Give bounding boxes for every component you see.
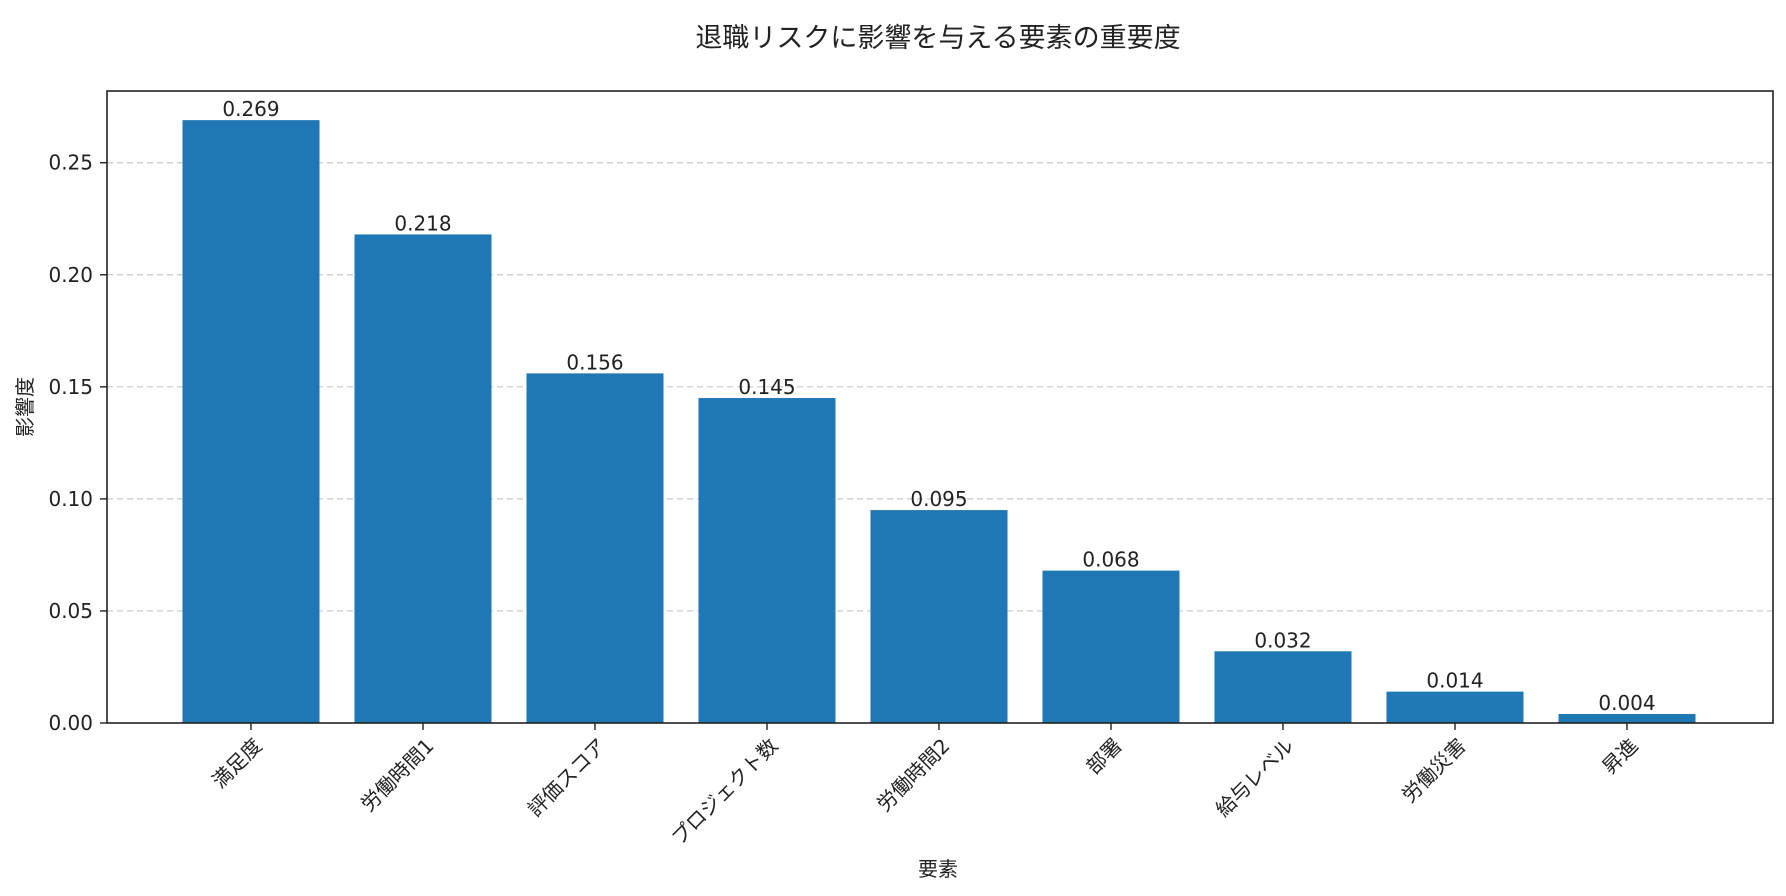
chart-title: 退職リスクに影響を与える要素の重要度: [695, 23, 1180, 54]
bar: [698, 398, 836, 723]
y-tick-label: 0.20: [48, 263, 93, 287]
bar-value-label: 0.156: [566, 350, 623, 374]
bar-value-label: 0.269: [222, 97, 279, 121]
x-tick-label: 労働災害: [1397, 734, 1471, 808]
y-tick-label: 0.25: [48, 151, 93, 175]
x-tick-label: 給与レベル: [1211, 734, 1299, 822]
bar: [526, 373, 664, 723]
x-tick-label: 満足度: [207, 734, 266, 793]
bar: [1558, 714, 1696, 723]
bar-value-label: 0.218: [394, 211, 451, 235]
y-axis-label: 影響度: [13, 377, 37, 437]
bar: [870, 510, 1008, 723]
bar-value-label: 0.068: [1082, 548, 1139, 572]
y-tick-label: 0.15: [48, 375, 93, 399]
bar: [1042, 570, 1180, 723]
bars: [182, 120, 1696, 723]
bar: [1386, 691, 1524, 723]
bar-value-label: 0.004: [1598, 691, 1655, 715]
bar-value-label: 0.095: [910, 487, 967, 511]
x-tick-label: 労働時間2: [872, 734, 955, 817]
y-tick-label: 0.05: [48, 599, 93, 623]
bar-value-labels: 0.269 0.218 0.156 0.145 0.095 0.068 0.032 0.014…: [222, 97, 1655, 715]
x-axis-label: 要素: [918, 857, 958, 881]
bar: [182, 120, 320, 723]
bar: [1214, 651, 1352, 723]
x-tick-label: 評価スコア: [523, 734, 611, 822]
x-tick-label: プロジェクト数: [667, 734, 783, 850]
bar-value-label: 0.014: [1426, 669, 1483, 693]
x-axis: 満足度 労働時間1 評価スコア プロジェクト数 労働時間2 部署 給与レベル 労働災害 昇進: [207, 723, 1643, 850]
x-tick-label: 昇進: [1597, 734, 1642, 779]
bar-value-label: 0.032: [1254, 628, 1311, 652]
x-tick-label: 労働時間1: [356, 734, 439, 817]
bar: [354, 234, 492, 723]
x-tick-label: 部署: [1081, 734, 1126, 779]
y-tick-label: 0.10: [48, 487, 93, 511]
y-axis: 0.00 0.05 0.10 0.15 0.20 0.25: [48, 151, 107, 735]
bar-value-label: 0.145: [738, 375, 795, 399]
y-tick-label: 0.00: [48, 711, 93, 735]
plot-frame: [106, 90, 1774, 724]
